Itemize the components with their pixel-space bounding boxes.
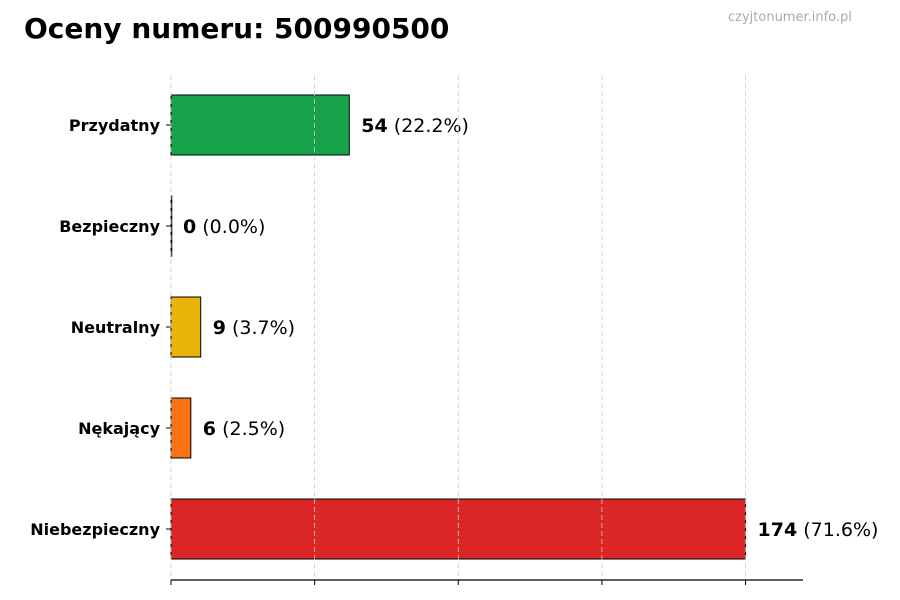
y-tick-label: Bezpieczny xyxy=(59,217,160,236)
chart-title: Oceny numeru: 500990500 xyxy=(24,12,450,45)
y-tick-label: Niebezpieczny xyxy=(30,520,160,539)
data-label: 6 (2.5%) xyxy=(203,418,285,440)
data-label: 0 (0.0%) xyxy=(183,216,265,238)
watermark: czyjtonumer.info.pl xyxy=(728,10,852,25)
value-label: 0 xyxy=(183,216,196,238)
percent-label: (3.7%) xyxy=(226,317,295,339)
value-label: 54 xyxy=(361,115,387,137)
percent-label: (0.0%) xyxy=(196,216,265,238)
y-tick-label: Neutralny xyxy=(71,318,161,337)
data-label: 174 (71.6%) xyxy=(758,519,879,541)
bar-3 xyxy=(170,397,192,459)
y-tick-label: Przydatny xyxy=(69,116,161,135)
percent-label: (2.5%) xyxy=(216,418,285,440)
data-label: 9 (3.7%) xyxy=(213,317,295,339)
value-label: 6 xyxy=(203,418,216,440)
value-label: 9 xyxy=(213,317,226,339)
y-tick-label: Nękający xyxy=(78,419,160,438)
value-label: 174 xyxy=(758,519,798,541)
bar-0 xyxy=(170,94,350,156)
data-label: 54 (22.2%) xyxy=(361,115,469,137)
bar-2 xyxy=(170,296,202,358)
percent-label: (71.6%) xyxy=(797,519,878,541)
percent-label: (22.2%) xyxy=(388,115,469,137)
